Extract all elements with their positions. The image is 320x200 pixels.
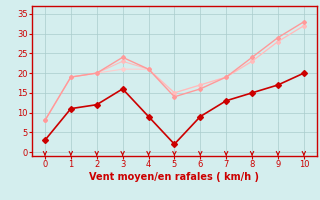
X-axis label: Vent moyen/en rafales ( km/h ): Vent moyen/en rafales ( km/h ): [89, 172, 260, 182]
